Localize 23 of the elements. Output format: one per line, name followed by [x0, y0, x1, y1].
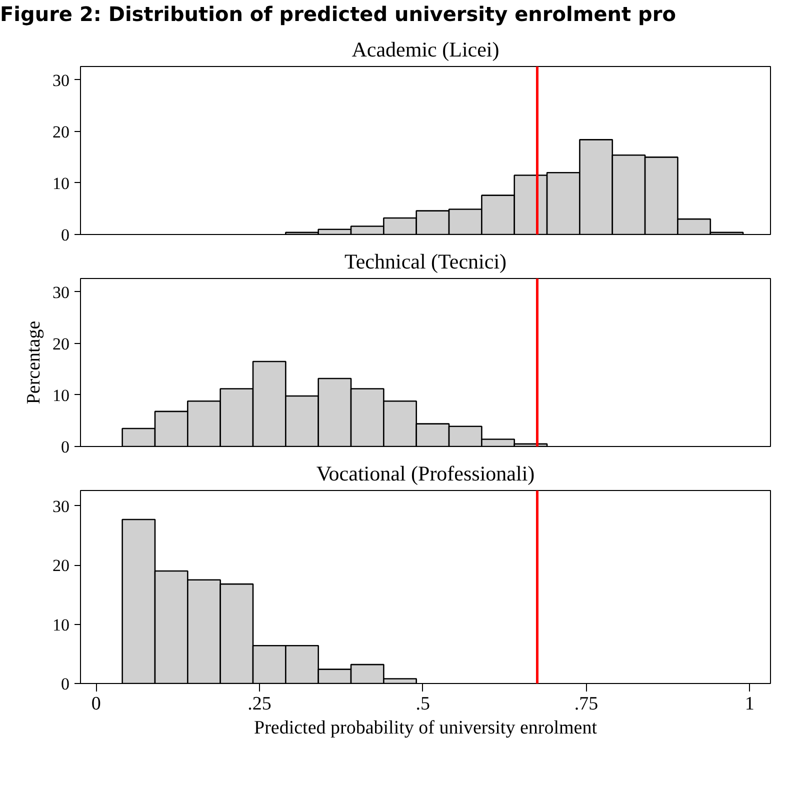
- y-tick-label: 20: [52, 334, 70, 354]
- chart-title: Technical (Tecnici): [344, 250, 507, 274]
- caption: Figure 2: Distribution of predicted university enrolment pro: [0, 1, 676, 28]
- x-tick-label: 0: [91, 694, 101, 714]
- y-tick-label: 10: [52, 174, 70, 193]
- x-tick-label: .25: [248, 694, 272, 714]
- chart-title: Academic (Licei): [352, 38, 500, 62]
- x-tick-label: .5: [416, 694, 430, 714]
- chart-title: Vocational (Professionali): [316, 462, 535, 486]
- x-tick-label: .75: [574, 694, 598, 714]
- y-tick-label: 30: [52, 496, 70, 516]
- y-tick-label: 10: [52, 386, 70, 405]
- x-tick-label: 1: [744, 694, 754, 714]
- y-tick-label: 0: [61, 226, 70, 244]
- y-tick-label: 0: [61, 438, 70, 456]
- y-tick-label: 20: [52, 122, 70, 142]
- y-tick-label: 20: [52, 556, 70, 576]
- y-tick-label: 30: [52, 282, 70, 302]
- x-axis-title: Predicted probability of university enrolment: [254, 718, 598, 738]
- y-axis-title: Percentage: [24, 320, 44, 404]
- y-tick-label: 30: [52, 70, 70, 90]
- y-tick-label: 0: [61, 674, 70, 694]
- y-tick-label: 10: [52, 615, 70, 634]
